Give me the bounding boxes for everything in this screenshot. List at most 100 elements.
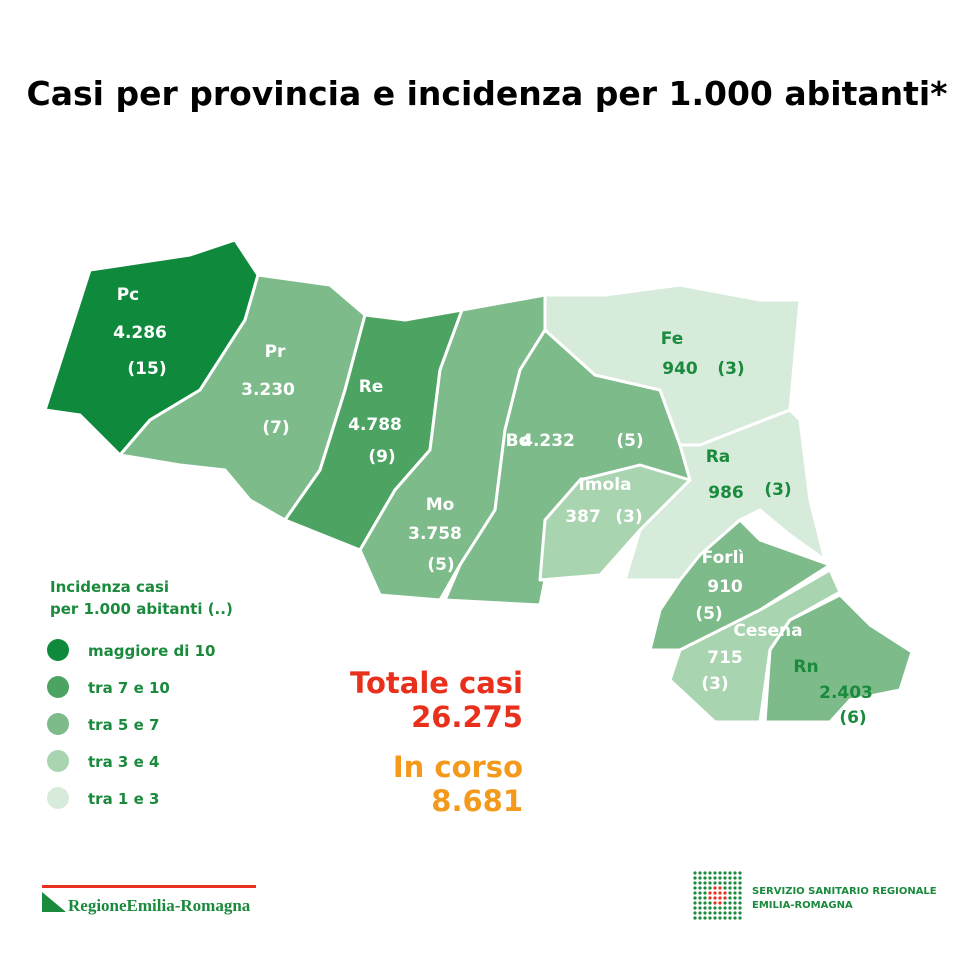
- logo-dot: [693, 871, 697, 875]
- logo-dot: [723, 901, 727, 905]
- region-forli: [648, 518, 832, 652]
- region-rn: [763, 593, 914, 724]
- logo-dot: [733, 911, 737, 915]
- logo-text: RegioneEmilia-Romagna: [68, 896, 251, 915]
- logo-dot: [703, 886, 707, 890]
- logo-dot: [718, 871, 722, 875]
- logo-dot: [698, 911, 702, 915]
- logo-dot: [728, 896, 732, 900]
- totals: Totale casi 26.275 In corso 8.681: [350, 666, 523, 818]
- logo-dot: [698, 891, 702, 895]
- logo-dot: [698, 886, 702, 890]
- logo-dot: [728, 886, 732, 890]
- logo-dot: [733, 901, 737, 905]
- logo-dot: [693, 916, 697, 920]
- logo-dot: [738, 881, 742, 885]
- logo-dot: [718, 886, 722, 890]
- logo-dot: [703, 881, 707, 885]
- logo-dot: [708, 916, 712, 920]
- province-name: Forlì: [702, 548, 745, 568]
- logo-dot: [733, 896, 737, 900]
- logo-dot: [703, 871, 707, 875]
- logo-dot: [693, 911, 697, 915]
- logo-dot: [723, 876, 727, 880]
- province-labels: Pc 4.286 (15) Pr 3.230 (7) Re 4.788 (9) Mo 3.758 (5…: [113, 285, 873, 728]
- logo-dot: [708, 906, 712, 910]
- logo-dot: [703, 891, 707, 895]
- logo-dot: [698, 906, 702, 910]
- logo-dot: [698, 881, 702, 885]
- logo-dot: [738, 876, 742, 880]
- logo-dot: [733, 891, 737, 895]
- logo-dot: [698, 896, 702, 900]
- logo-dot: [723, 896, 727, 900]
- logo-dot: [718, 896, 722, 900]
- logo-dot: [728, 916, 732, 920]
- logo-dot: [728, 906, 732, 910]
- logo-dot: [708, 871, 712, 875]
- legend-swatch: [47, 639, 69, 661]
- province-incidence: (9): [368, 447, 395, 467]
- logo-dot: [728, 901, 732, 905]
- province-incidence: (6): [839, 708, 866, 728]
- logo-dot: [733, 871, 737, 875]
- province-cases: 910: [707, 577, 743, 597]
- logo-dot: [703, 916, 707, 920]
- logo-dot: [693, 886, 697, 890]
- logo-dot: [713, 871, 717, 875]
- logo-dot: [708, 886, 712, 890]
- current-value: 8.681: [431, 784, 523, 818]
- logo-dot: [738, 871, 742, 875]
- logo-dot: [708, 911, 712, 915]
- logo-dot: [738, 891, 742, 895]
- logo-dot: [733, 886, 737, 890]
- legend-swatch: [47, 676, 69, 698]
- logo-dot: [733, 876, 737, 880]
- logo-dot: [703, 911, 707, 915]
- province-cases: 3.758: [408, 524, 462, 544]
- province-cases: 3.230: [241, 380, 295, 400]
- region-imola: [538, 463, 692, 582]
- logo-line: EMILIA-ROMAGNA: [752, 900, 853, 911]
- province-name: Bo: [506, 431, 531, 451]
- logo-dot: [718, 916, 722, 920]
- province-incidence: (3): [717, 359, 744, 379]
- logo-dot: [713, 896, 717, 900]
- logo-dot: [698, 871, 702, 875]
- logo-dot: [698, 876, 702, 880]
- legend-label: tra 1 e 3: [88, 790, 159, 808]
- logo-dot: [713, 906, 717, 910]
- current-label: In corso: [393, 750, 523, 784]
- logo-dot: [703, 896, 707, 900]
- logo-dot: [698, 916, 702, 920]
- logo-dot: [708, 901, 712, 905]
- province-cases: 4.286: [113, 323, 167, 343]
- logo-dot: [693, 901, 697, 905]
- footer-left-logo: RegioneEmilia-Romagna: [42, 885, 256, 915]
- logo-dot: [713, 881, 717, 885]
- logo-dot: [703, 901, 707, 905]
- logo-dot: [733, 881, 737, 885]
- logo-dot: [733, 906, 737, 910]
- logo-line: SERVIZIO SANITARIO REGIONALE: [752, 886, 937, 897]
- logo-dot: [693, 881, 697, 885]
- logo-dot: [713, 886, 717, 890]
- logo-dot: [723, 886, 727, 890]
- logo-dot: [693, 906, 697, 910]
- province-name: Mo: [426, 495, 455, 515]
- logo-dot: [708, 896, 712, 900]
- legend: Incidenza casi per 1.000 abitanti (..) m…: [47, 578, 233, 809]
- logo-dot: [693, 896, 697, 900]
- logo-dot: [708, 876, 712, 880]
- legend-label: tra 3 e 4: [88, 753, 159, 771]
- legend-items: maggiore di 10 tra 7 e 10 tra 5 e 7 tra 3 e…: [47, 639, 215, 809]
- logo-dot: [703, 876, 707, 880]
- logo-dot: [718, 901, 722, 905]
- province-incidence: (3): [615, 507, 642, 527]
- logo-dots: [693, 871, 742, 920]
- legend-swatch: [47, 713, 69, 735]
- total-value: 26.275: [411, 700, 523, 734]
- province-incidence: (5): [616, 431, 643, 451]
- province-incidence: (3): [701, 674, 728, 694]
